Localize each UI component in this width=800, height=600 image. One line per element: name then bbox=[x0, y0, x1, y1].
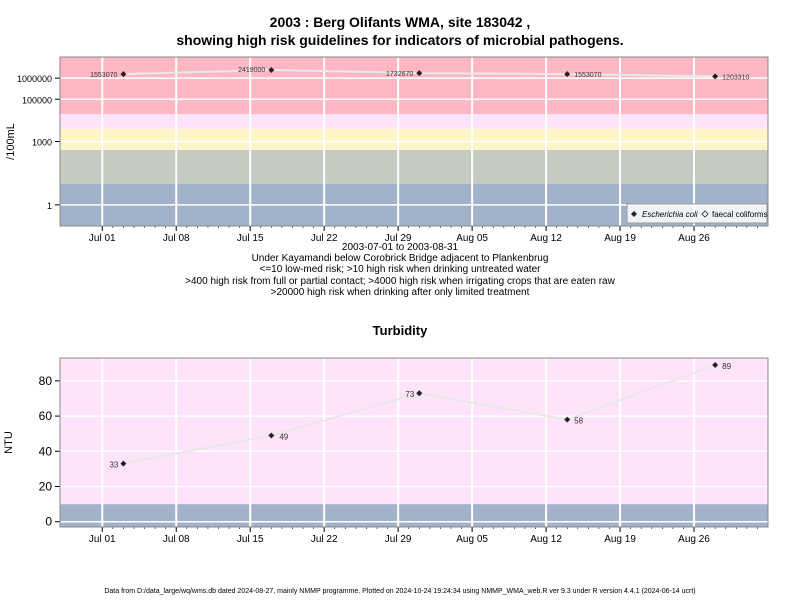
note-date-range: 2003-07-01 to 2003-08-31 bbox=[341, 242, 459, 253]
plot-frame bbox=[59, 357, 769, 528]
risk-band-3 bbox=[60, 114, 768, 129]
chart-microbial: Jul 01 Jul 08 Jul 15 Jul 22 Jul 29 Aug 05 Aug … bbox=[5, 56, 769, 244]
x-tick-label: Jul 22 bbox=[311, 534, 338, 545]
data-point bbox=[416, 390, 423, 397]
x-tick-label: Jul 08 bbox=[163, 233, 190, 244]
y-tick-label: 80 bbox=[39, 374, 53, 388]
y-tick-label: 100000 bbox=[22, 95, 52, 105]
risk-band-0 bbox=[60, 504, 768, 527]
data-label: 1553070 bbox=[574, 72, 601, 79]
y-tick-label: 1 bbox=[47, 201, 52, 211]
legend-marker-ecoli bbox=[631, 211, 637, 217]
note-guideline-2: >400 high risk from full or partial cont… bbox=[185, 276, 615, 287]
x-tick-label: Aug 05 bbox=[456, 534, 488, 545]
note-site: Under Kayamandi below Corobrick Bridge a… bbox=[251, 253, 549, 264]
x-tick-label: Aug 12 bbox=[530, 534, 562, 545]
y-tick-label: 40 bbox=[39, 444, 53, 458]
y-axis-label: NTU bbox=[3, 431, 15, 454]
data-point bbox=[416, 70, 423, 77]
data-label: 49 bbox=[279, 432, 288, 441]
x-tick-label: Aug 19 bbox=[604, 233, 636, 244]
y-tick-label: 0 bbox=[45, 515, 52, 529]
risk-band-4 bbox=[60, 57, 768, 115]
legend-label-ecoli: Escherichia coli bbox=[642, 210, 698, 219]
x-tick-label: Jul 29 bbox=[385, 534, 412, 545]
y-tick-label: 1000 bbox=[32, 138, 52, 148]
x-tick-label: Jul 22 bbox=[311, 233, 338, 244]
y-tick-label: 20 bbox=[39, 480, 53, 494]
data-point bbox=[268, 67, 275, 74]
legend-marker-faecal bbox=[701, 210, 709, 218]
x-tick-label: Aug 19 bbox=[604, 534, 636, 545]
data-label: 89 bbox=[722, 362, 731, 371]
data-point bbox=[268, 432, 275, 439]
x-tick-label: Jul 15 bbox=[237, 233, 264, 244]
data-label: 58 bbox=[574, 417, 583, 426]
note-guideline-3: >20000 high risk when drinking after onl… bbox=[270, 287, 530, 298]
chart-title-line1: 2003 : Berg Olifants WMA, site 183042 , bbox=[269, 14, 531, 30]
turbidity-title: Turbidity bbox=[372, 323, 428, 338]
y-tick-label: 60 bbox=[39, 409, 53, 423]
y-axis-label: /100mL bbox=[5, 123, 17, 160]
data-point bbox=[564, 416, 571, 423]
data-label: 1203310 bbox=[722, 74, 749, 81]
data-label: 73 bbox=[405, 390, 414, 399]
data-point bbox=[120, 71, 127, 78]
x-tick-label: Aug 26 bbox=[678, 534, 710, 545]
x-tick-label: Aug 26 bbox=[678, 233, 710, 244]
data-label: 2419000 bbox=[238, 67, 265, 74]
chart-turbidity: Jul 01 Jul 08 Jul 15 Jul 22 Jul 29 Aug 05 Aug … bbox=[3, 357, 769, 545]
data-point bbox=[564, 71, 571, 78]
data-point bbox=[120, 460, 127, 467]
risk-band-2 bbox=[60, 128, 768, 150]
footer-note: Data from D:/data_large/wq/wms.db dated … bbox=[104, 588, 696, 595]
legend-box bbox=[626, 203, 768, 224]
risk-band-1 bbox=[60, 358, 768, 505]
x-tick-label: Jul 15 bbox=[237, 534, 264, 545]
chart-title-line2: showing high risk guidelines for indicat… bbox=[176, 32, 624, 48]
x-tick-label: Aug 12 bbox=[530, 233, 562, 244]
plot-frame bbox=[59, 56, 769, 227]
y-tick-label: 1000000 bbox=[17, 74, 52, 84]
x-tick-label: Aug 05 bbox=[456, 233, 488, 244]
data-point bbox=[712, 362, 719, 369]
x-tick-label: Jul 01 bbox=[89, 233, 116, 244]
data-label: 1732670 bbox=[386, 71, 413, 78]
legend-label-faecal: faecal coliforms bbox=[712, 210, 768, 219]
note-guideline-1: <=10 low-med risk; >10 high risk when dr… bbox=[259, 264, 541, 275]
risk-band-1 bbox=[60, 149, 768, 184]
x-tick-label: Jul 29 bbox=[385, 233, 412, 244]
data-point bbox=[712, 73, 719, 80]
data-label: 1553070 bbox=[90, 72, 117, 79]
data-label: 33 bbox=[109, 461, 118, 470]
x-tick-label: Jul 01 bbox=[89, 534, 116, 545]
x-tick-label: Jul 08 bbox=[163, 534, 190, 545]
